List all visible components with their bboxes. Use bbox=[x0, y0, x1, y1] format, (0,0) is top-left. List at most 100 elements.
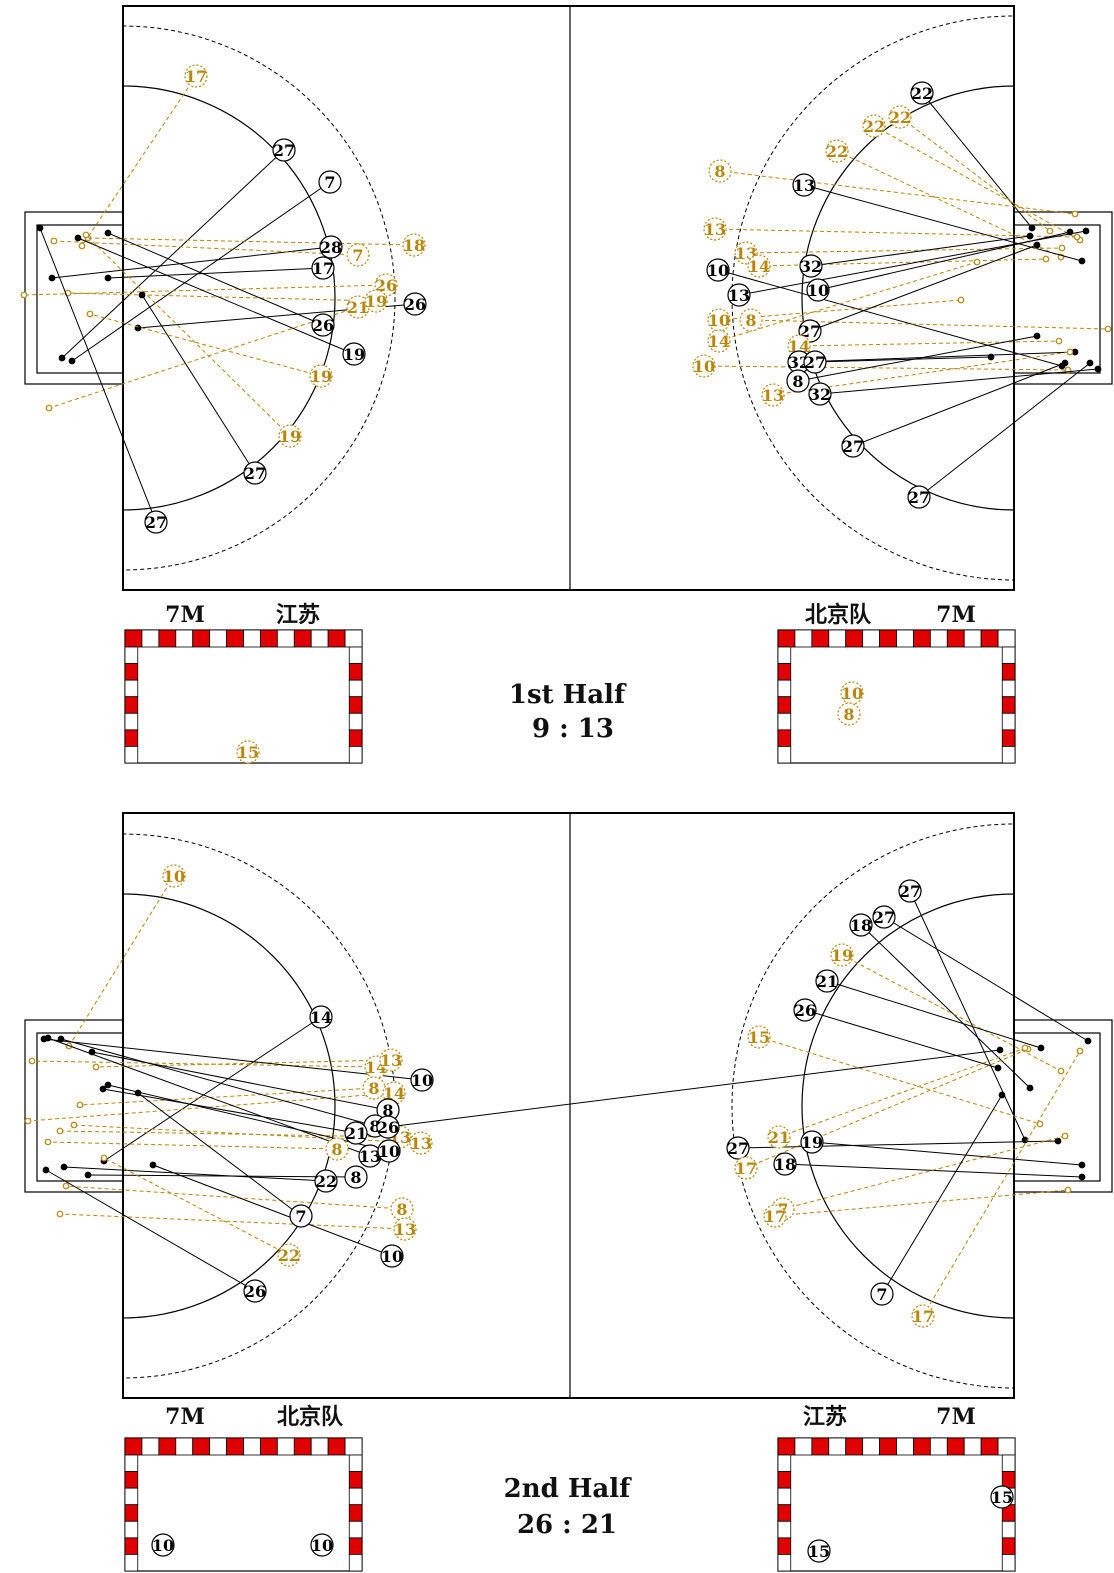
crossbar-segment bbox=[946, 1437, 965, 1456]
shooter-circle bbox=[803, 350, 827, 374]
shot-endpoint bbox=[996, 1046, 1004, 1054]
shooter-circle bbox=[708, 159, 732, 183]
goal-shot-line bbox=[103, 1016, 322, 1162]
post-segment bbox=[348, 1454, 363, 1472]
missed-shot-line bbox=[31, 1060, 377, 1068]
shot-marker: 22 bbox=[888, 105, 912, 129]
shot-endpoint bbox=[86, 310, 94, 318]
half-score: 26 : 21 bbox=[517, 1510, 617, 1540]
team-label: 北京队 bbox=[805, 602, 872, 628]
crossbar-segment bbox=[997, 1437, 1016, 1456]
post-segment bbox=[1001, 646, 1016, 664]
shooter-circle bbox=[393, 1217, 417, 1241]
shot-endpoint bbox=[1066, 348, 1074, 356]
post-segment bbox=[348, 1504, 363, 1522]
shooter-circle bbox=[907, 485, 931, 509]
shot-marker: 27 bbox=[907, 485, 931, 509]
post-segment bbox=[1001, 1537, 1016, 1555]
shooter-number: 14 bbox=[708, 332, 730, 351]
goal-shot-line bbox=[826, 980, 1042, 1049]
shot-marker: 27 bbox=[841, 434, 865, 458]
shot-endpoint bbox=[1073, 233, 1081, 241]
shot-endpoint bbox=[50, 237, 58, 245]
crossbar-segment bbox=[276, 629, 295, 648]
shot-marker: 17 bbox=[763, 1204, 787, 1228]
shot-marker: 7 bbox=[870, 1282, 894, 1306]
shot-endpoint bbox=[1064, 1186, 1072, 1194]
shot-endpoint bbox=[104, 1081, 112, 1089]
shot-marker: 17 bbox=[734, 1156, 758, 1180]
shot-endpoint bbox=[68, 357, 76, 365]
shot-marker: 26 bbox=[311, 313, 335, 337]
shot-endpoint bbox=[138, 291, 146, 299]
shot-endpoint bbox=[1036, 1120, 1044, 1128]
shooter-number: 10 bbox=[708, 311, 730, 330]
shooter-number: 14 bbox=[310, 1008, 332, 1027]
goal-area-right bbox=[801, 85, 1014, 511]
shot-marker: 7 bbox=[289, 1204, 313, 1228]
shooter-number: 19 bbox=[310, 367, 332, 386]
shot-marker: 26 bbox=[403, 292, 427, 316]
shooter-circle bbox=[376, 1115, 400, 1139]
crossbar-segment bbox=[209, 1437, 227, 1456]
goal-shot-line bbox=[918, 362, 1091, 498]
shot-marker: 8 bbox=[708, 159, 732, 183]
missed-shot-line bbox=[87, 237, 415, 246]
shot-marker: 13 bbox=[409, 1131, 433, 1155]
post-segment bbox=[124, 712, 139, 731]
shooter-number: 27 bbox=[804, 353, 826, 372]
shot-endpoint bbox=[1046, 227, 1054, 235]
shooter-number: 10 bbox=[311, 1536, 333, 1555]
shot-endpoint bbox=[99, 1085, 107, 1093]
shot-marker: 19 bbox=[309, 364, 333, 388]
post-segment bbox=[124, 746, 139, 764]
crossbar-segment bbox=[344, 1437, 363, 1456]
penalty-shot-marker: 10 bbox=[840, 681, 864, 705]
shooter-number: 17 bbox=[185, 67, 207, 86]
shot-marker: 10 bbox=[380, 1244, 404, 1268]
shot-endpoint bbox=[44, 1138, 52, 1146]
shooter-number: 27 bbox=[842, 437, 864, 456]
missed-shot-line bbox=[59, 1213, 406, 1230]
shooter-circle bbox=[311, 313, 335, 337]
shooter-number: 22 bbox=[278, 1246, 300, 1265]
shooter-circle bbox=[911, 1304, 935, 1328]
shooter-number: 13 bbox=[793, 176, 815, 195]
crossbar-segment bbox=[929, 629, 948, 648]
shot-endpoint bbox=[1078, 1161, 1086, 1169]
crossbar-segment bbox=[963, 1437, 982, 1456]
shot-endpoint bbox=[92, 1063, 100, 1071]
penalty-shot-marker: 15 bbox=[990, 1485, 1014, 1509]
penalty-shot-marker: 15 bbox=[807, 1539, 831, 1563]
shooter-number: 18 bbox=[850, 916, 872, 935]
crossbar-segment bbox=[310, 629, 329, 648]
shooter-number: 15 bbox=[991, 1488, 1013, 1507]
shot-marker: 17 bbox=[311, 256, 335, 280]
shooter-number: 32 bbox=[809, 385, 831, 404]
penalty-shots: 108 bbox=[837, 681, 864, 726]
shooter-number: 13 bbox=[728, 286, 750, 305]
shooter-circle bbox=[747, 1025, 771, 1049]
shooter-circle bbox=[151, 1533, 175, 1557]
goal-shot-line bbox=[909, 890, 1026, 1141]
crossbar-segment bbox=[828, 629, 847, 648]
missed-shot-line bbox=[714, 228, 1078, 238]
post-segment bbox=[124, 1454, 139, 1472]
shooter-circle bbox=[243, 461, 267, 485]
shooter-number: 27 bbox=[145, 513, 167, 532]
shooter-circle bbox=[990, 1485, 1014, 1509]
shooter-number: 27 bbox=[244, 464, 266, 483]
shooter-number: 10 bbox=[378, 1142, 400, 1161]
crossbar-segment bbox=[896, 629, 914, 648]
shooter-circle bbox=[707, 329, 731, 353]
crossbar-segment bbox=[862, 1437, 880, 1456]
shooter-circle bbox=[815, 969, 839, 993]
shooter-circle bbox=[862, 114, 886, 138]
missed-shot-line bbox=[79, 1087, 375, 1106]
shooter-circle bbox=[311, 256, 335, 280]
penalty-shots: 10 10 bbox=[151, 1533, 334, 1557]
